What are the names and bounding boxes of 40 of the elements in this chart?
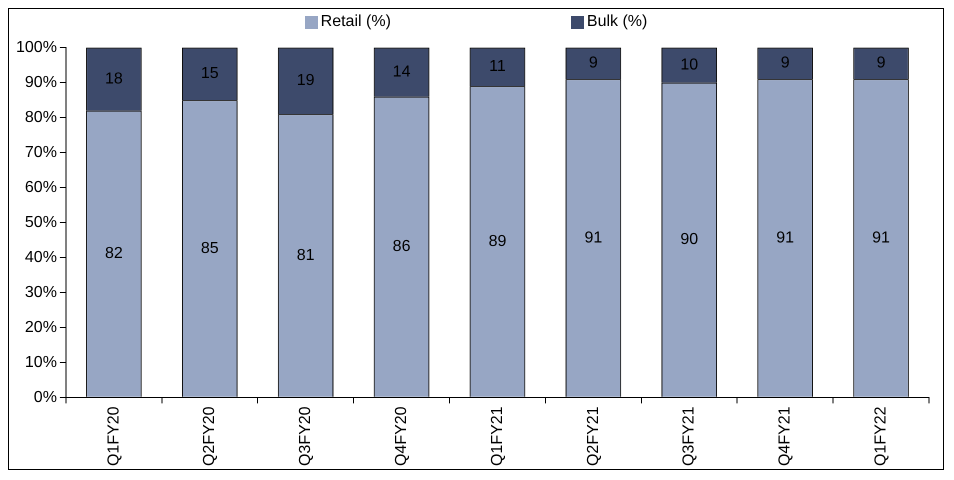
x-tick-label: Q3FY20 (297, 406, 314, 466)
data-label: 90 (680, 231, 698, 248)
y-tick-label: 70% (24, 144, 57, 161)
data-label: 91 (776, 229, 794, 246)
y-tick-label: 50% (24, 214, 57, 231)
y-tick-label: 80% (24, 108, 57, 126)
y-tick-label: 0% (34, 388, 57, 406)
data-label: 81 (296, 246, 315, 264)
data-label: 11 (489, 58, 506, 76)
data-label: 85 (200, 240, 219, 257)
y-tick-label: 10% (24, 354, 57, 371)
x-tick-label: Q2FY21 (584, 406, 602, 466)
y-tick-label: 90% (24, 74, 57, 91)
x-tick-label: Q2FY20 (201, 406, 218, 466)
legend-label: Retail (%) (320, 13, 391, 31)
legend-label: Bulk (%) (586, 13, 648, 31)
data-label: 86 (392, 238, 411, 256)
data-label: 9 (876, 54, 886, 72)
x-tick-label: Q1FY20 (105, 406, 122, 466)
data-label: 9 (780, 54, 790, 72)
x-tick-label: Q4FY20 (392, 406, 410, 466)
data-label: 19 (296, 72, 315, 90)
data-label: 15 (200, 65, 219, 82)
y-tick-label: 20% (24, 318, 57, 336)
data-label: 10 (680, 56, 698, 74)
x-tick-label: Q3FY21 (680, 406, 698, 466)
x-tick-label: Q4FY21 (776, 406, 794, 466)
x-tick-label: Q1FY22 (872, 406, 890, 466)
data-label: 91 (584, 229, 602, 246)
data-label: 91 (872, 229, 890, 246)
y-tick-label: 40% (24, 248, 57, 266)
y-tick-label: 60% (24, 178, 57, 196)
x-tick-label: Q1FY21 (488, 406, 506, 466)
data-label: 89 (488, 232, 506, 250)
data-label: 82 (104, 245, 123, 262)
data-label: 9 (588, 54, 598, 72)
data-label: 14 (392, 63, 411, 80)
y-tick-label: 30% (24, 284, 57, 301)
y-tick-label: 100% (16, 39, 57, 56)
data-label: 18 (104, 70, 123, 88)
